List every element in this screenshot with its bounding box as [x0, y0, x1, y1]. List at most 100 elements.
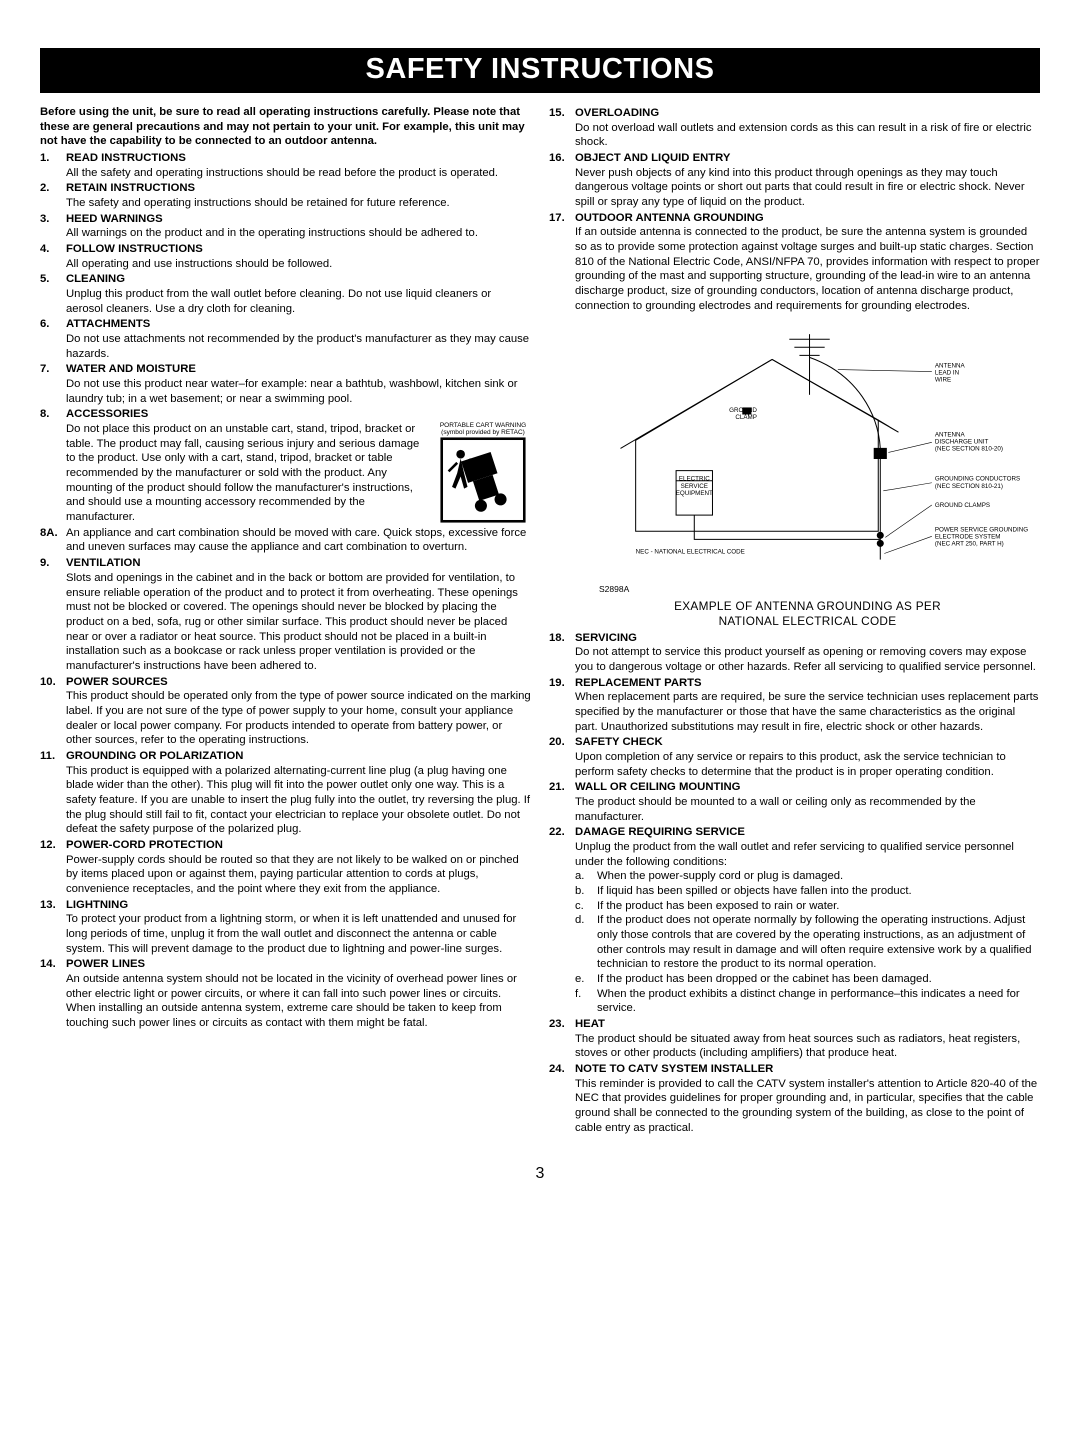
portable-cart-warning-icon [440, 437, 526, 523]
item-number: 20. [549, 735, 575, 779]
sub-text: If the product has been dropped or the c… [597, 972, 932, 987]
item-text: Do not overload wall outlets and extensi… [575, 122, 1032, 149]
item-text: This product is equipped with a polarize… [66, 765, 530, 836]
item-heading: SERVICING [575, 632, 637, 644]
svg-text:ELECTRIC: ELECTRIC [679, 476, 710, 483]
item-text: This product should be operated only fro… [66, 690, 531, 746]
sub-item: d. If the product does not operate norma… [575, 913, 1040, 972]
item-heading: POWER-CORD PROTECTION [66, 839, 223, 851]
item-number: 16. [549, 151, 575, 210]
item-text: Unplug this product from the wall outlet… [66, 288, 491, 315]
item-text: Upon completion of any service or repair… [575, 751, 1006, 778]
item-number: 15. [549, 106, 575, 150]
document-page: SAFETY INSTRUCTIONS Before using the uni… [0, 0, 1080, 1213]
item-number: 22. [549, 825, 575, 1016]
instruction-item: 14. POWER LINESAn outside antenna system… [40, 957, 531, 1030]
diagram-caption: EXAMPLE OF ANTENNA GROUNDING AS PERNATIO… [575, 599, 1040, 630]
svg-text:POWER SERVICE GROUNDING: POWER SERVICE GROUNDING [935, 527, 1028, 534]
right-column: 15. OVERLOADINGDo not overload wall outl… [549, 105, 1040, 1135]
item-number: 12. [40, 838, 66, 897]
item-heading: DAMAGE REQUIRING SERVICE [575, 826, 745, 838]
svg-text:SERVICE: SERVICE [681, 483, 708, 490]
item-text: Never push objects of any kind into this… [575, 167, 1025, 208]
item-heading: FOLLOW INSTRUCTIONS [66, 243, 203, 255]
item-number: 5. [40, 272, 66, 316]
item-heading: CLEANING [66, 273, 125, 285]
svg-text:(NEC SECTION 810-21): (NEC SECTION 810-21) [935, 483, 1003, 490]
item-heading: VENTILATION [66, 557, 140, 569]
instruction-item: 16. OBJECT AND LIQUID ENTRY Never push ob… [549, 151, 1040, 210]
svg-text:GROUND: GROUND [729, 407, 757, 414]
instruction-item: 8A. An appliance and cart combination sh… [40, 526, 531, 555]
sub-letter: c. [575, 899, 597, 914]
item-text: An outside antenna system should not be … [66, 973, 517, 1029]
instruction-item: 24. NOTE TO CATV SYSTEM INSTALLERThis re… [549, 1062, 1040, 1135]
cart-caption: PORTABLE CART WARNING(symbol provided by… [435, 422, 531, 436]
sub-letter: b. [575, 884, 597, 899]
instruction-item: 17. OUTDOOR ANTENNA GROUNDINGIf an outsi… [549, 211, 1040, 630]
sub-text: When the product exhibits a distinct cha… [597, 987, 1040, 1016]
instruction-item: 15. OVERLOADINGDo not overload wall outl… [549, 106, 1040, 150]
sub-text: When the power-supply cord or plug is da… [597, 869, 843, 884]
svg-text:ANTENNA: ANTENNA [935, 432, 966, 439]
item-number: 1. [40, 151, 66, 180]
instruction-item: 8. ACCESSORIES PORTABLE CART WARNING(sym… [40, 407, 531, 524]
instruction-item: 9. VENTILATIONSlots and openings in the … [40, 556, 531, 673]
item-text: An appliance and cart combination should… [66, 527, 526, 554]
item-heading: ACCESSORIES [66, 408, 148, 420]
item-heading: OBJECT AND LIQUID ENTRY [575, 152, 730, 164]
instruction-item: 4. FOLLOW INSTRUCTIONSAll operating and … [40, 242, 531, 271]
item-number: 11. [40, 749, 66, 837]
sub-item: c. If the product has been exposed to ra… [575, 899, 1040, 914]
instruction-item: 5. CLEANING Unplug this product from the … [40, 272, 531, 316]
item-number: 21. [549, 780, 575, 824]
instruction-item: 12. POWER-CORD PROTECTION Power-supply co… [40, 838, 531, 897]
item-number: 23. [549, 1017, 575, 1061]
instruction-item: 2. RETAIN INSTRUCTIONSThe safety and ope… [40, 181, 531, 210]
cart-warning-figure: PORTABLE CART WARNING(symbol provided by… [435, 422, 531, 523]
svg-text:GROUND CLAMPS: GROUND CLAMPS [935, 502, 990, 509]
item-heading: HEAT [575, 1018, 605, 1030]
instruction-item: 19. REPLACEMENT PARTSWhen replacement pa… [549, 676, 1040, 735]
item-text: All warnings on the product and in the o… [66, 227, 478, 239]
svg-text:WIRE: WIRE [935, 377, 951, 384]
instruction-item: 7. WATER AND MOISTUREDo not use this pro… [40, 362, 531, 406]
antenna-grounding-diagram: ANTENNA LEAD IN WIRE GROUND CLAMP ANTENN… [575, 319, 1040, 577]
item-text: Do not use attachments not recommended b… [66, 333, 529, 360]
instruction-item: 6. ATTACHMENTSDo not use attachments not… [40, 317, 531, 361]
item-heading: WATER AND MOISTURE [66, 363, 196, 375]
item-number: 17. [549, 211, 575, 630]
item-number: 10. [40, 675, 66, 748]
item-heading: READ INSTRUCTIONS [66, 152, 186, 164]
item-number: 8A. [40, 526, 66, 555]
item-text: All the safety and operating instruction… [66, 167, 498, 179]
item-heading: GROUNDING OR POLARIZATION [66, 750, 243, 762]
item-text: Power-supply cords should be routed so t… [66, 854, 519, 895]
item-heading: RETAIN INSTRUCTIONS [66, 182, 195, 194]
instruction-item: 22. DAMAGE REQUIRING SERVICEUnplug the p… [549, 825, 1040, 1016]
item-text: To protect your product from a lightning… [66, 913, 516, 954]
item-heading: POWER SOURCES [66, 676, 168, 688]
sub-letter: d. [575, 913, 597, 972]
item-text: When replacement parts are required, be … [575, 691, 1038, 732]
item-text: The safety and operating instructions sh… [66, 197, 450, 209]
svg-text:(NEC ART 250, PART H): (NEC ART 250, PART H) [935, 541, 1004, 548]
diagram-code: S2898A [599, 584, 1040, 595]
item-text: Do not attempt to service this product y… [575, 646, 1036, 673]
instruction-item: 13. LIGHTNINGTo protect your product fro… [40, 898, 531, 957]
sub-item: b. If liquid has been spilled or objects… [575, 884, 1040, 899]
item-number: 19. [549, 676, 575, 735]
item-number: 6. [40, 317, 66, 361]
instruction-item: 11. GROUNDING OR POLARIZATION This produc… [40, 749, 531, 837]
svg-text:CLAMP: CLAMP [735, 414, 757, 421]
sub-item: f. When the product exhibits a distinct … [575, 987, 1040, 1016]
instruction-item: 3. HEED WARNINGSAll warnings on the prod… [40, 212, 531, 241]
svg-text:EQUIPMENT: EQUIPMENT [676, 490, 713, 497]
svg-text:NEC - NATIONAL ELECTRICAL CODE: NEC - NATIONAL ELECTRICAL CODE [636, 549, 745, 556]
sub-item: e. If the product has been dropped or th… [575, 972, 1040, 987]
item-heading: SAFETY CHECK [575, 736, 663, 748]
title-banner: SAFETY INSTRUCTIONS [40, 48, 1040, 93]
instruction-item: 10. POWER SOURCES This product should be … [40, 675, 531, 748]
sub-letter: a. [575, 869, 597, 884]
instruction-item: 23. HEATThe product should be situated a… [549, 1017, 1040, 1061]
